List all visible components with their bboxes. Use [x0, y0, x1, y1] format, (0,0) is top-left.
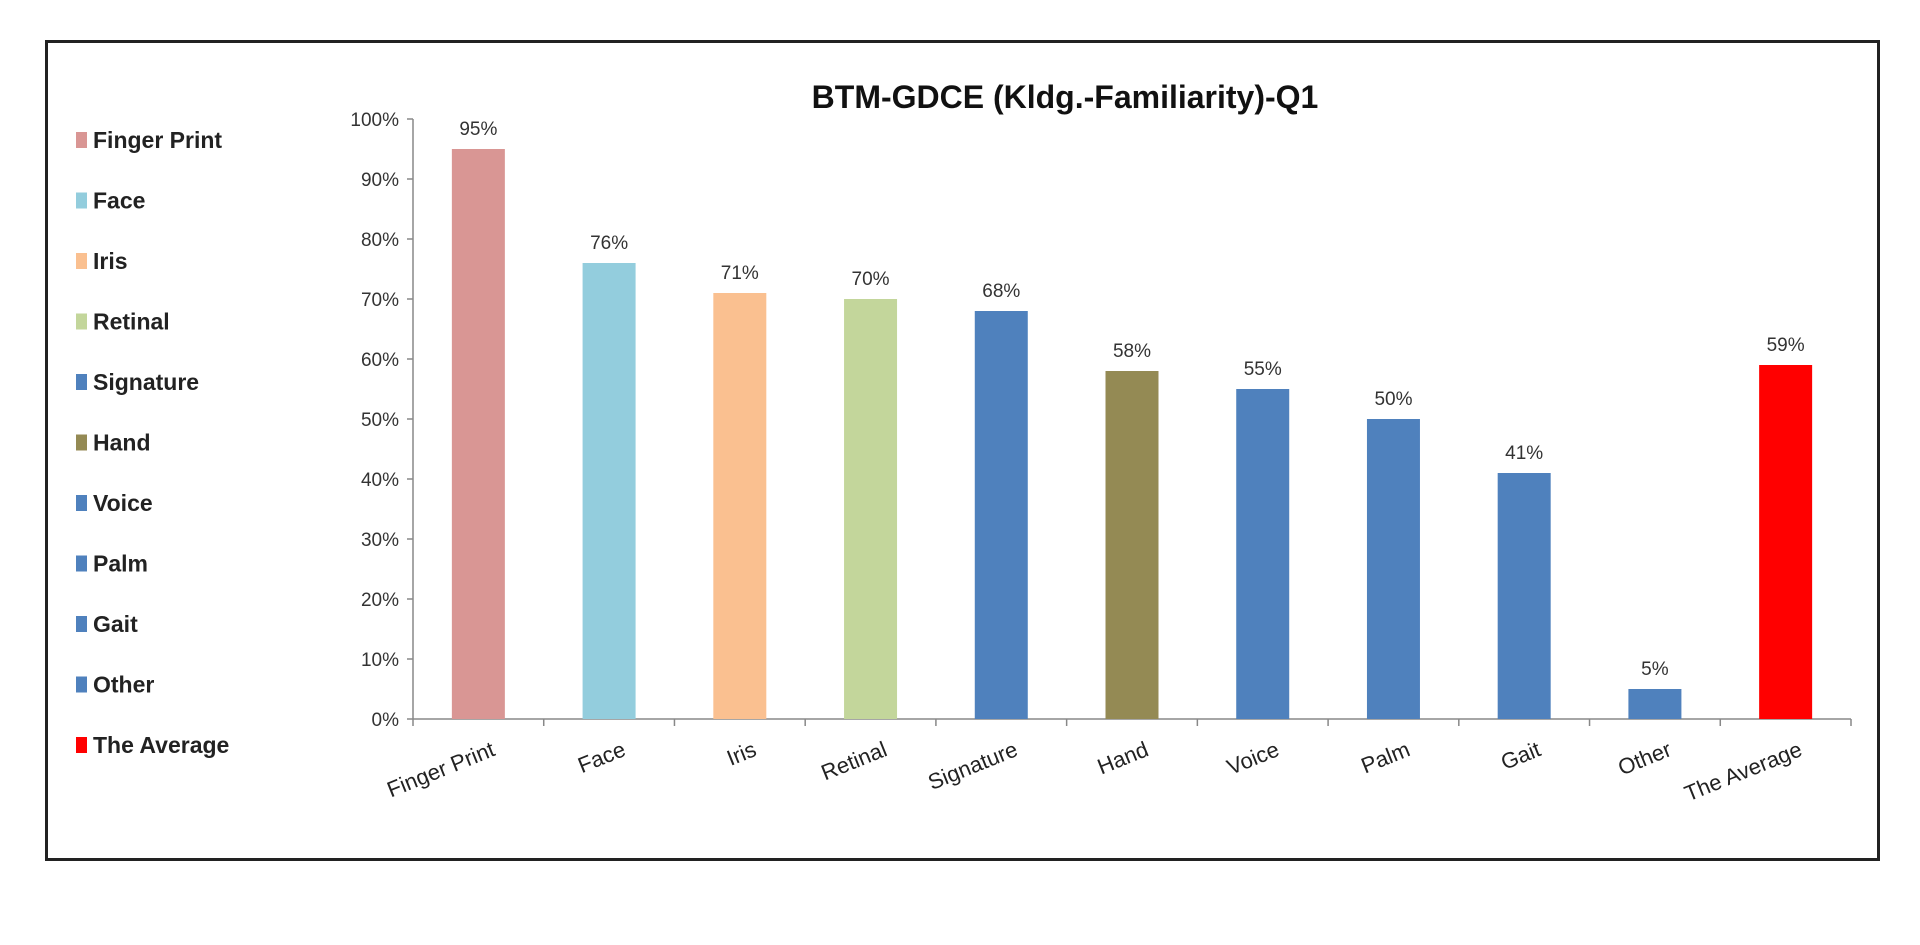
legend-label: Other	[93, 672, 154, 698]
legend-swatch	[76, 132, 87, 148]
legend-swatch	[76, 555, 87, 572]
x-tick-label: Palm	[1357, 736, 1413, 778]
data-label: 5%	[1641, 659, 1669, 680]
legend-swatch	[76, 374, 87, 390]
x-tick-label: Other	[1614, 736, 1674, 780]
x-tick-label: Retinal	[818, 736, 891, 785]
legend-label: Retinal	[93, 309, 170, 335]
x-tick-label: Voice	[1223, 736, 1282, 779]
x-tick-label: Finger Print	[383, 736, 498, 802]
y-tick-label: 30%	[361, 530, 399, 551]
x-tick-label: Signature	[924, 736, 1021, 794]
y-tick-label: 20%	[361, 590, 399, 611]
bar-signature	[974, 311, 1028, 719]
legend-swatch	[76, 313, 87, 330]
y-tick-label: 100%	[350, 110, 399, 131]
bar-finger-print	[451, 149, 505, 719]
bar-gait	[1497, 473, 1551, 719]
chart-frame	[45, 40, 1880, 861]
bar-hand	[1105, 371, 1159, 719]
y-tick-label: 10%	[361, 650, 399, 671]
legend-label: Gait	[93, 611, 138, 637]
legend-swatch	[76, 495, 87, 511]
legend-label: Finger Print	[93, 127, 222, 153]
data-label: 41%	[1505, 443, 1543, 464]
x-tick-label: Gait	[1497, 736, 1544, 774]
legend-swatch	[76, 434, 87, 451]
legend-swatch	[76, 616, 87, 632]
chart-title: BTM-GDCE (Kldg.-Familiarity)-Q1	[812, 79, 1319, 115]
legend-label: The Average	[93, 732, 229, 758]
legend-label: Voice	[93, 490, 153, 516]
legend-swatch	[76, 676, 87, 693]
data-label: 50%	[1374, 389, 1412, 410]
y-tick-label: 90%	[361, 170, 399, 191]
legend-swatch	[76, 737, 87, 753]
y-tick-label: 70%	[361, 290, 399, 311]
bar-voice	[1236, 389, 1290, 719]
legend-swatch	[76, 253, 87, 269]
bar-iris	[713, 293, 767, 719]
data-label: 71%	[721, 263, 759, 284]
bar-other	[1628, 689, 1682, 719]
axes: 0% 10% 20% 30% 40% 50% 60% 70% 80% 90% 100% Finger …	[350, 110, 1852, 806]
data-label: 95%	[459, 119, 497, 140]
data-label: 68%	[982, 281, 1020, 302]
bars: 95% 76% 71% 70% 68% 58% 55% 50% 41% 5% 59%	[451, 119, 1813, 719]
legend-label: Hand	[93, 430, 151, 456]
x-tick-label: Face	[574, 736, 629, 778]
legend-label: Signature	[93, 369, 199, 395]
bar-retinal	[844, 299, 898, 719]
bar-palm	[1366, 419, 1420, 719]
data-label: 58%	[1113, 341, 1151, 362]
x-tick-label: The Average	[1681, 736, 1806, 806]
y-tick-label: 50%	[361, 410, 399, 431]
x-tick-label: Hand	[1094, 736, 1152, 779]
legend: Finger Print Face Iris Retinal Signature Hand…	[76, 127, 229, 758]
y-tick-label: 40%	[361, 470, 399, 491]
data-label: 76%	[590, 233, 628, 254]
legend-label: Palm	[93, 551, 148, 577]
bar-the-average	[1759, 365, 1813, 719]
bar-face	[582, 263, 636, 719]
y-tick-label: 0%	[372, 710, 400, 731]
data-label: 70%	[852, 269, 890, 290]
legend-swatch	[76, 192, 87, 209]
data-label: 59%	[1767, 335, 1805, 356]
legend-label: Iris	[93, 248, 128, 274]
data-label: 55%	[1244, 359, 1282, 380]
x-tick-label: Iris	[723, 736, 760, 770]
y-tick-label: 60%	[361, 350, 399, 371]
legend-label: Face	[93, 188, 145, 214]
y-tick-label: 80%	[361, 230, 399, 251]
